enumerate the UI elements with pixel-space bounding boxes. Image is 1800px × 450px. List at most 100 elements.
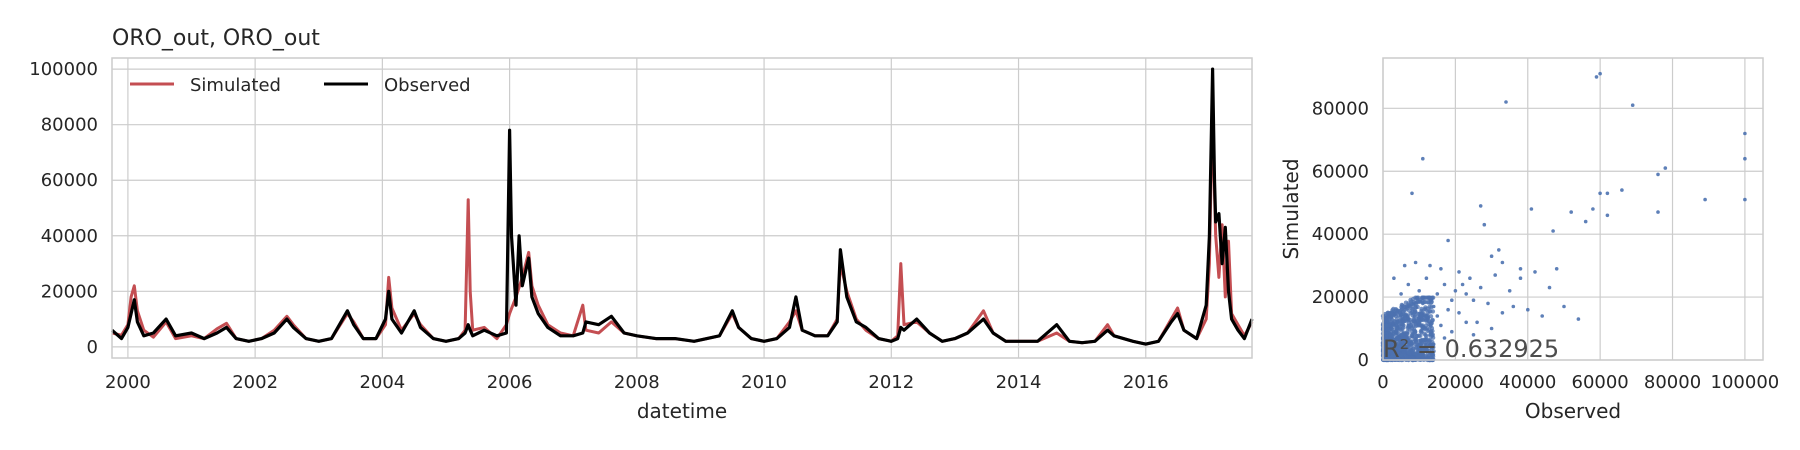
scatter-point bbox=[1417, 289, 1421, 293]
scatter-point bbox=[1386, 327, 1391, 332]
scatter-point bbox=[1430, 352, 1435, 357]
scatter-point bbox=[1583, 219, 1588, 224]
scatter-point bbox=[1410, 191, 1414, 196]
timeseries-x-tick-label: 2000 bbox=[105, 372, 151, 393]
scatter-point bbox=[1387, 323, 1392, 328]
scatter-point bbox=[1442, 336, 1447, 340]
scatter-frame bbox=[1382, 57, 1764, 361]
scatter-point bbox=[1392, 329, 1396, 334]
scatter-point bbox=[1386, 348, 1391, 353]
timeseries-x-tick-label: 2012 bbox=[868, 372, 914, 393]
scatter-point bbox=[1404, 334, 1409, 339]
scatter-point bbox=[1392, 276, 1396, 281]
scatter-point bbox=[1423, 307, 1428, 312]
scatter-point bbox=[1424, 276, 1429, 281]
scatter-point bbox=[1497, 248, 1501, 252]
scatter-point bbox=[1598, 71, 1602, 76]
scatter-point bbox=[1526, 307, 1530, 312]
scatter-point bbox=[1428, 323, 1432, 328]
scatter-point bbox=[1419, 330, 1424, 335]
scatter-x-tick-label: 60000 bbox=[1572, 372, 1629, 393]
scatter-point bbox=[1399, 333, 1403, 337]
scatter-point bbox=[1405, 317, 1410, 322]
scatter-point bbox=[1413, 309, 1418, 314]
scatter-point bbox=[1518, 276, 1523, 281]
scatter-point bbox=[1424, 314, 1429, 318]
scatter-point bbox=[1413, 351, 1418, 356]
scatter-point bbox=[1413, 260, 1418, 265]
scatter-point bbox=[1395, 345, 1400, 350]
scatter-point bbox=[1402, 342, 1407, 347]
scatter-x-tick-label: 20000 bbox=[1427, 372, 1484, 393]
scatter-point bbox=[1388, 315, 1393, 320]
scatter-point bbox=[1475, 320, 1479, 325]
scatter-point bbox=[1450, 298, 1454, 303]
scatter-point bbox=[1427, 304, 1432, 309]
scatter-point bbox=[1392, 351, 1396, 356]
timeseries-y-tick-label: 20000 bbox=[41, 281, 98, 302]
scatter-point bbox=[1439, 323, 1443, 328]
scatter-point bbox=[1435, 292, 1440, 296]
legend-simulated-label: Simulated bbox=[190, 75, 281, 96]
scatter-point bbox=[1421, 348, 1425, 353]
scatter-panel: 0 20000 40000 60000 80000 0 20000 40000 60000 80… bbox=[1279, 57, 1779, 423]
scatter-point bbox=[1390, 355, 1394, 359]
scatter-y-ticks: 0 20000 40000 60000 80000 bbox=[1312, 98, 1369, 371]
scatter-point bbox=[1605, 213, 1610, 218]
scatter-point bbox=[1453, 289, 1458, 293]
timeseries-x-tick-label: 2010 bbox=[741, 372, 787, 393]
scatter-point bbox=[1418, 333, 1423, 338]
scatter-point bbox=[1404, 354, 1409, 360]
timeseries-x-tick-label: 2016 bbox=[1123, 372, 1169, 393]
scatter-point bbox=[1428, 300, 1434, 306]
scatter-y-tick-label: 40000 bbox=[1312, 224, 1369, 245]
scatter-point bbox=[1388, 339, 1392, 343]
timeseries-x-ticks: 2000 2002 2004 2006 2008 2010 2012 2014 2016 bbox=[105, 372, 1169, 393]
scatter-point bbox=[1413, 329, 1418, 334]
scatter-point bbox=[1431, 349, 1436, 354]
scatter-point bbox=[1489, 326, 1494, 331]
timeseries-x-axis-label: datetime bbox=[637, 399, 727, 423]
scatter-point bbox=[1395, 320, 1400, 325]
timeseries-x-tick-label: 2004 bbox=[359, 372, 405, 393]
scatter-point bbox=[1594, 75, 1599, 79]
scatter-point bbox=[1401, 304, 1407, 309]
scatter-point bbox=[1392, 319, 1397, 325]
scatter-point bbox=[1427, 338, 1433, 343]
figure-title: ORO_out, ORO_out bbox=[112, 26, 320, 51]
scatter-point bbox=[1428, 333, 1432, 337]
scatter-point bbox=[1743, 156, 1747, 161]
scatter-point bbox=[1464, 292, 1468, 296]
scatter-y-tick-label: 60000 bbox=[1312, 161, 1369, 182]
scatter-point bbox=[1430, 309, 1436, 314]
scatter-point bbox=[1486, 301, 1490, 306]
scatter-point bbox=[1395, 327, 1400, 332]
scatter-point bbox=[1409, 344, 1414, 349]
scatter-point bbox=[1554, 267, 1559, 271]
scatter-point bbox=[1478, 204, 1483, 208]
scatter-point bbox=[1547, 285, 1552, 290]
scatter-point bbox=[1403, 337, 1409, 343]
scatter-point bbox=[1415, 354, 1421, 359]
scatter-point bbox=[1656, 210, 1660, 214]
scatter-point bbox=[1703, 197, 1707, 202]
scatter-point bbox=[1598, 191, 1602, 196]
scatter-point bbox=[1500, 260, 1505, 265]
scatter-point bbox=[1471, 298, 1476, 303]
scatter-point bbox=[1511, 304, 1516, 309]
scatter-points bbox=[1380, 71, 1747, 363]
scatter-point bbox=[1391, 337, 1396, 342]
timeseries-y-tick-label: 60000 bbox=[41, 170, 98, 191]
timeseries-y-tick-label: 100000 bbox=[29, 59, 98, 80]
scatter-point bbox=[1464, 320, 1468, 325]
scatter-point bbox=[1551, 229, 1555, 233]
scatter-point bbox=[1576, 317, 1581, 321]
series-line-simulated bbox=[111, 95, 1254, 346]
scatter-point bbox=[1410, 339, 1414, 343]
scatter-point bbox=[1450, 329, 1454, 334]
scatter-point bbox=[1518, 267, 1523, 271]
scatter-y-tick-label: 0 bbox=[1358, 350, 1369, 371]
scatter-point bbox=[1410, 349, 1416, 354]
legend-observed-label: Observed bbox=[384, 75, 471, 96]
scatter-point bbox=[1442, 282, 1447, 287]
